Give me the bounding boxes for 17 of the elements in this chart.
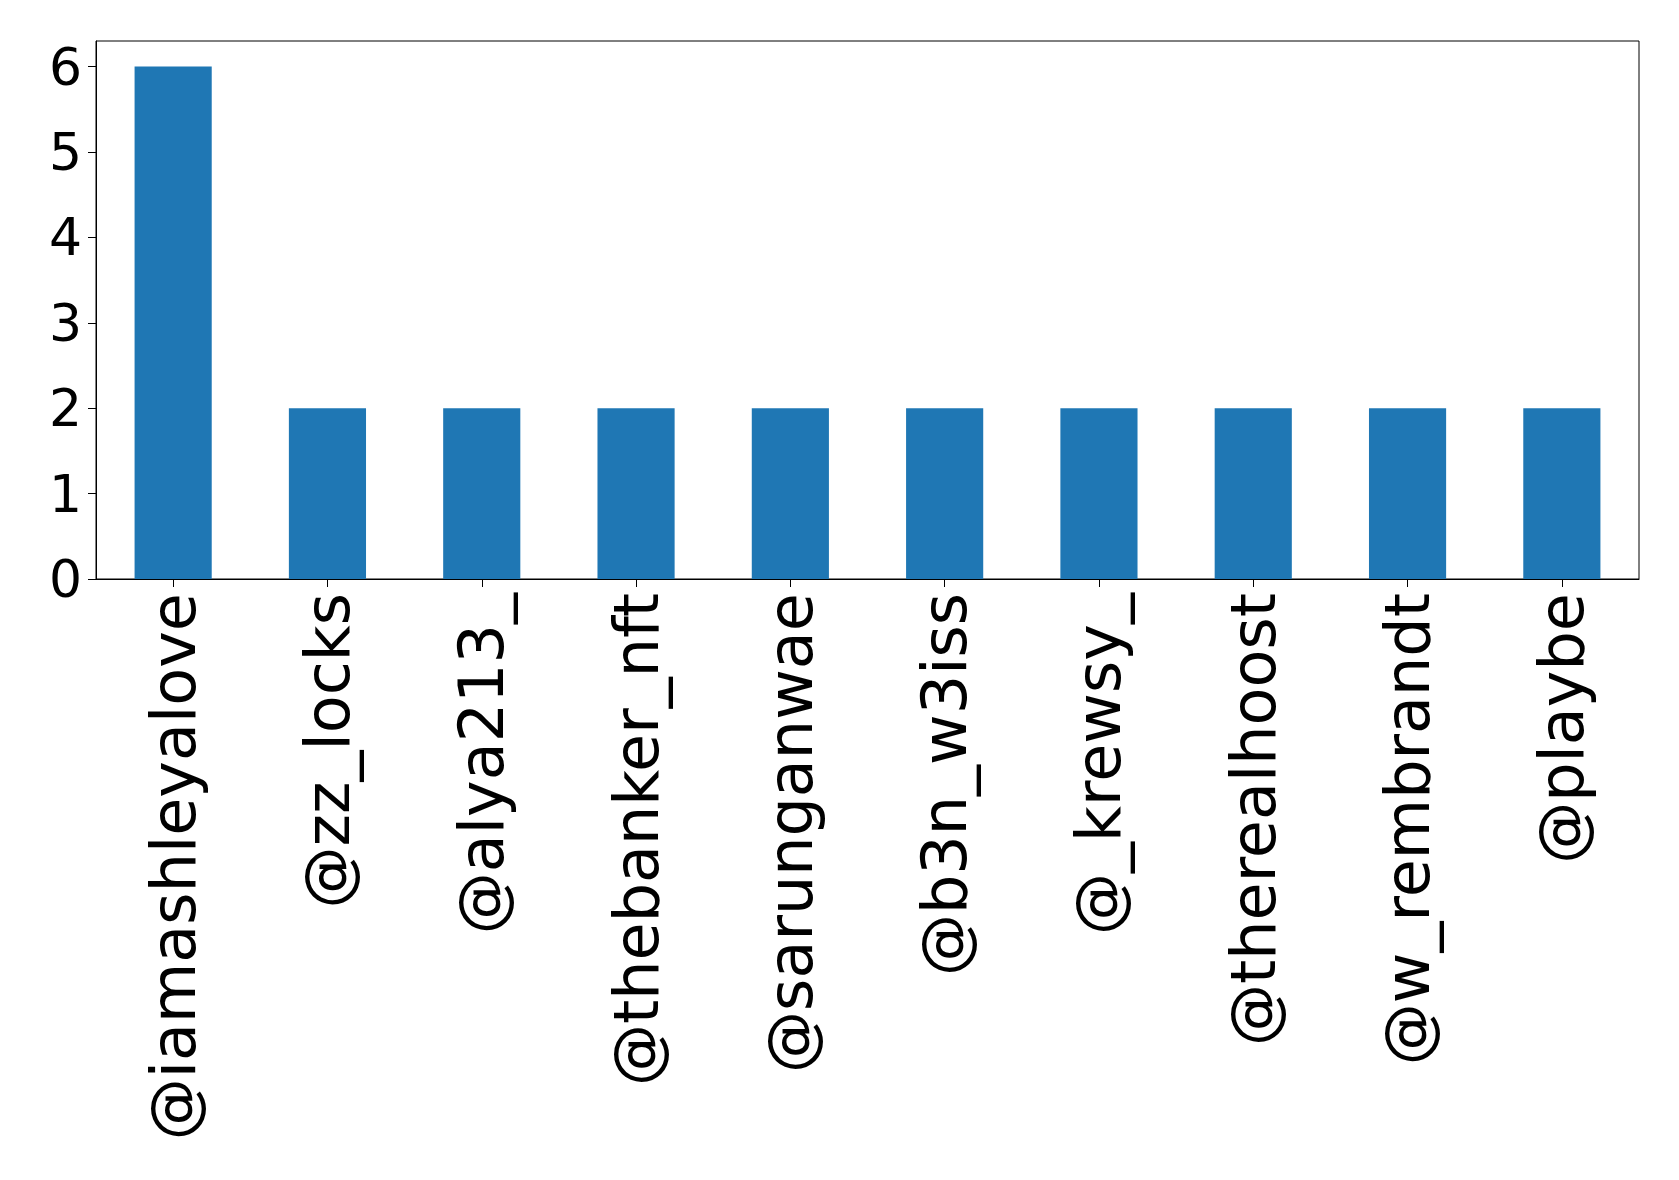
x-tick-label: @sarunganwae xyxy=(753,593,827,1073)
x-tick-label: @therealhoost xyxy=(1216,593,1290,1047)
y-tick-label: 2 xyxy=(48,378,82,439)
y-tick-label: 6 xyxy=(48,36,82,97)
x-tick-label: @zz_locks xyxy=(290,593,364,909)
x-tick-label: @thebanker_nft xyxy=(599,593,673,1087)
x-tick-label: @_krewsy_ xyxy=(1062,592,1136,935)
y-tick-label: 4 xyxy=(48,207,82,268)
x-tick-label: @playbe xyxy=(1525,593,1599,864)
x-tick-label: @w_rembrandt xyxy=(1371,593,1445,1066)
x-tick-label: @b3n_w3iss xyxy=(908,593,982,977)
y-tick-label: 1 xyxy=(48,463,82,524)
y-tick-label: 0 xyxy=(48,549,82,609)
x-tick-label: @alya213_ xyxy=(445,592,519,935)
y-tick-label: 3 xyxy=(48,292,82,353)
y-tick-label: 5 xyxy=(48,122,82,183)
x-tick-label: @iamashleyalove xyxy=(136,593,210,1141)
